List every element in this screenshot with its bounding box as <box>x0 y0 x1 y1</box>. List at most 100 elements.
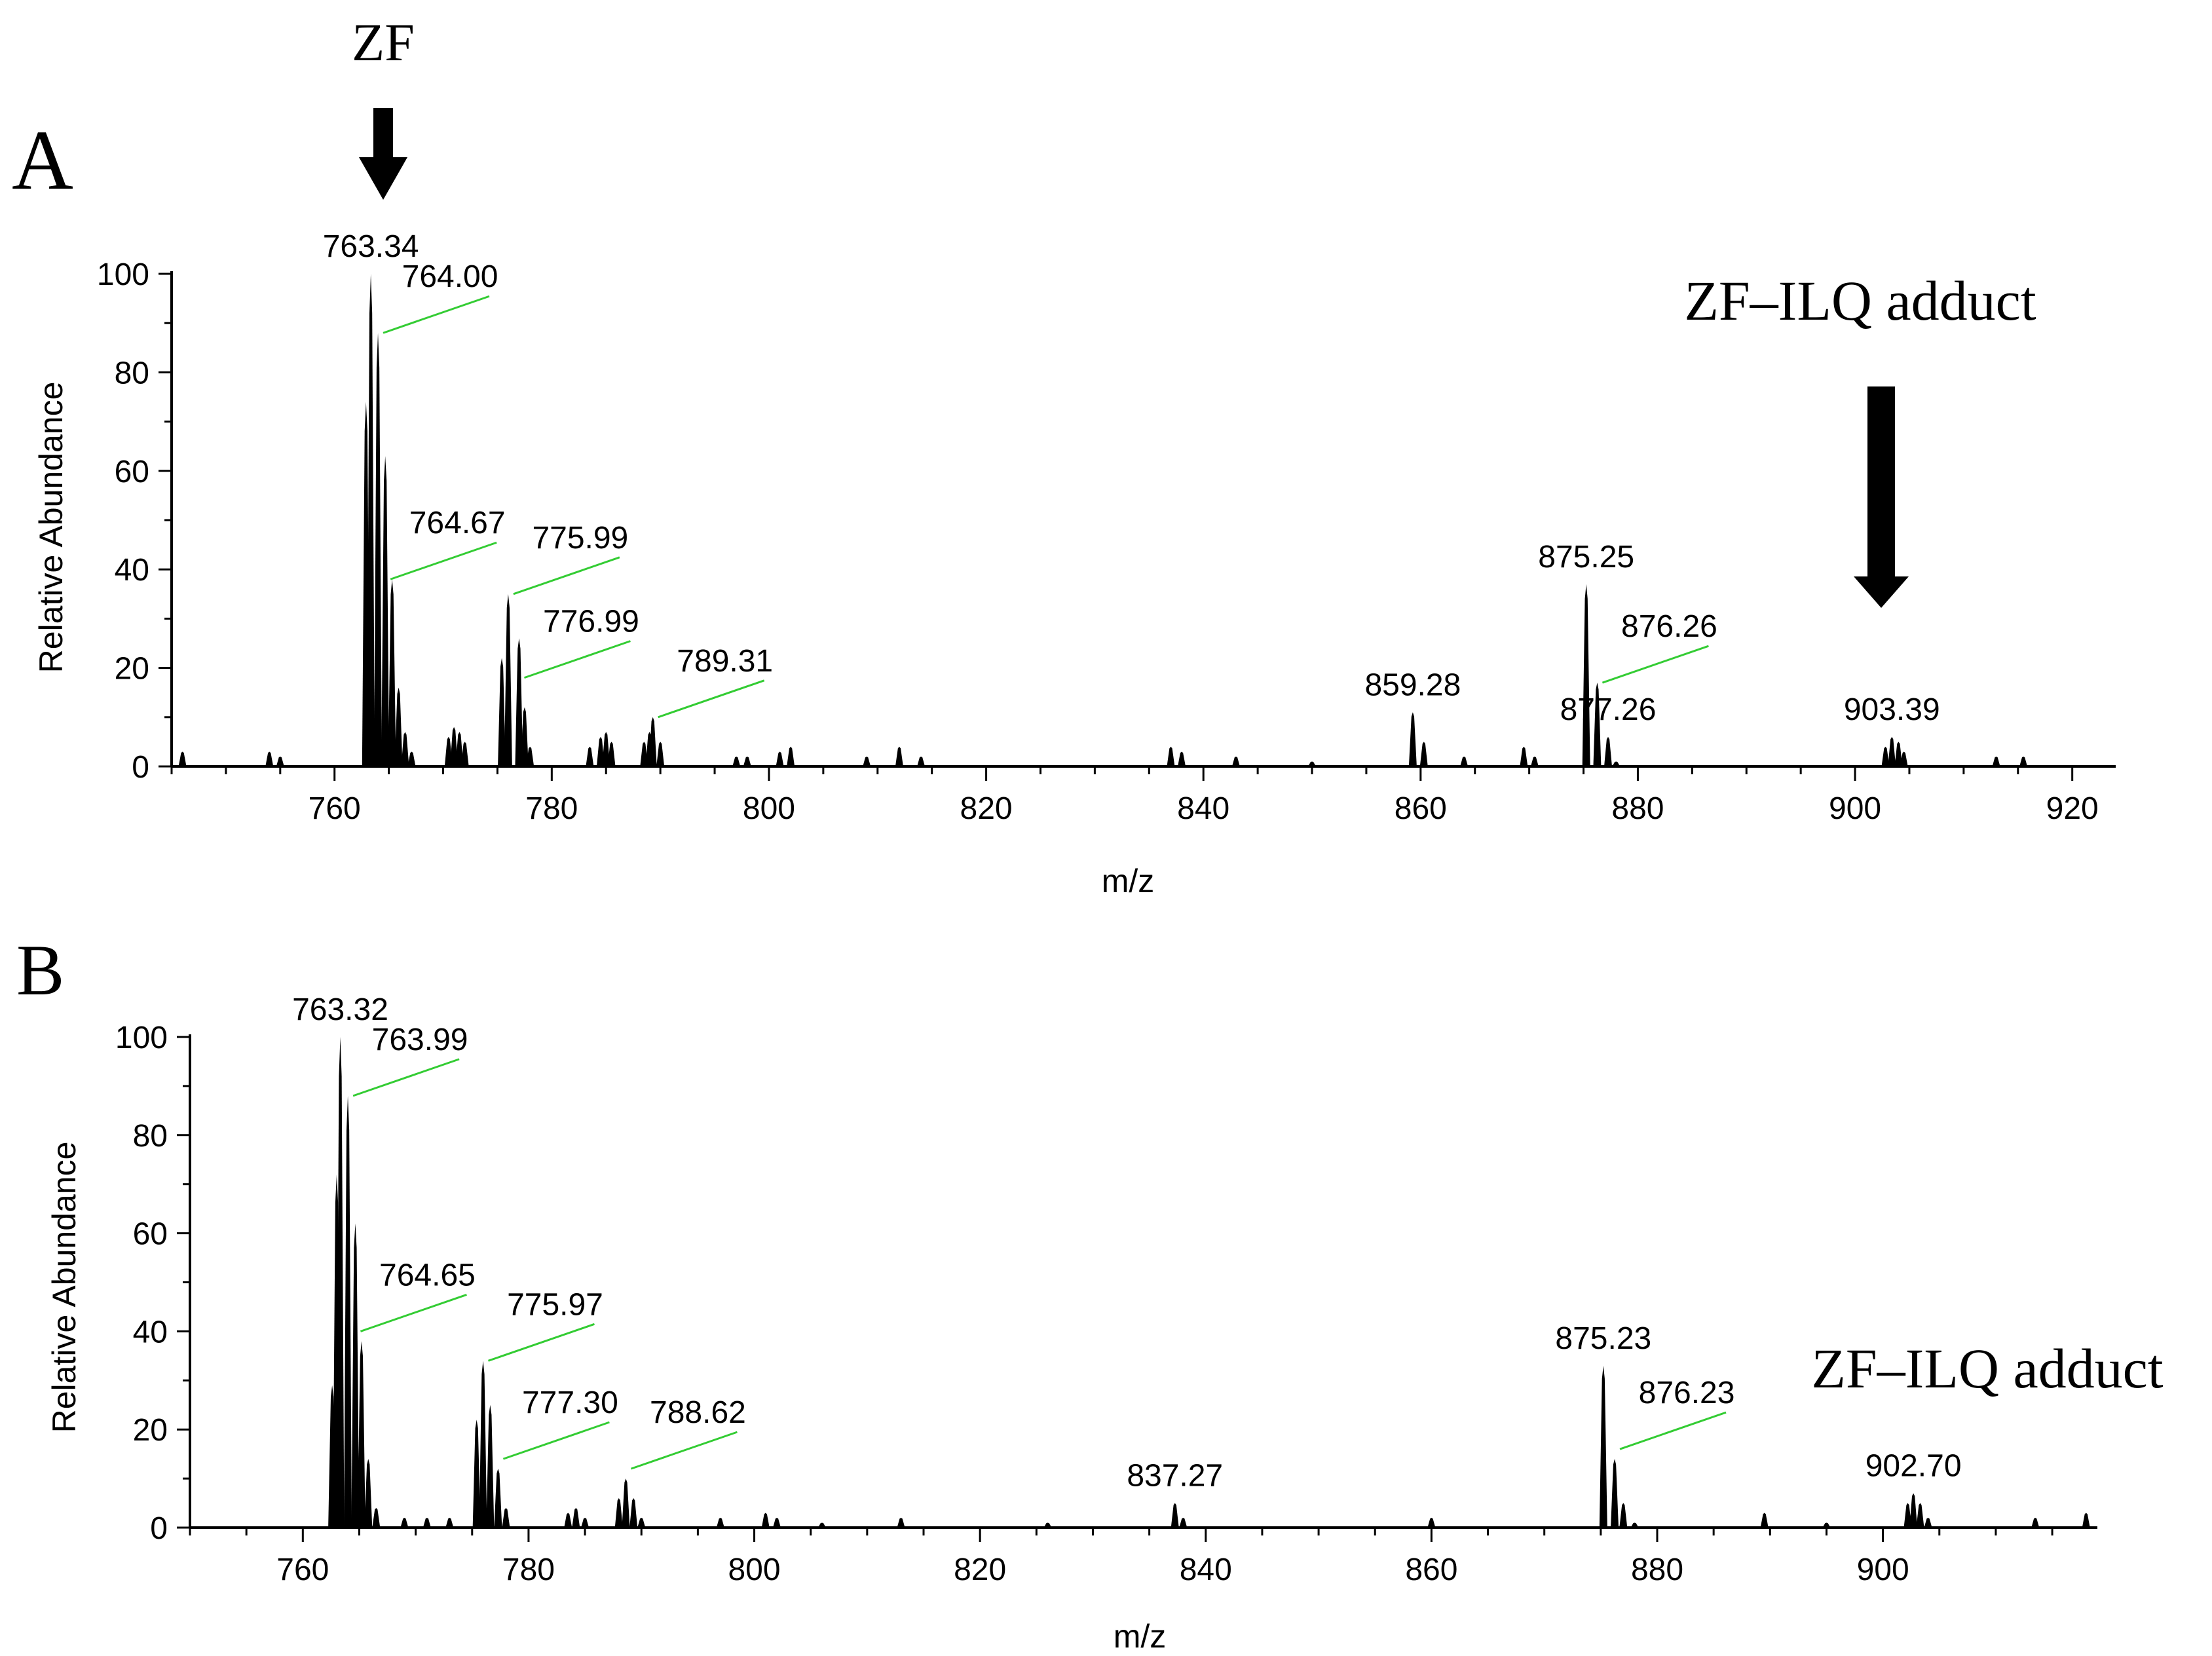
panel-a-peak <box>732 756 741 766</box>
panel-a-peak <box>1881 746 1890 766</box>
panel-b-y-tick-label: 40 <box>133 1315 168 1349</box>
panel-a-peak <box>787 746 795 766</box>
panel-a-leaders <box>383 295 1709 719</box>
panel-b-peak <box>2082 1513 2090 1528</box>
panel-b-x-tick-label: 900 <box>1857 1553 1909 1587</box>
panel-a-leader-line <box>658 679 765 719</box>
panel-a-x-tick-label: 780 <box>525 791 578 826</box>
panel-b-peak-label: 777.30 <box>522 1385 618 1420</box>
panel-a-peak <box>178 751 187 766</box>
panel-a-peak <box>743 756 751 766</box>
panel-a-ticks: 760 780 800 820 840 860 880 900 920 0 20 40 60 80 100 <box>97 257 2099 826</box>
panel-b-peak <box>1171 1503 1179 1528</box>
panel-a-x-tick-label: 840 <box>1177 791 1229 826</box>
panel-a-y-tick-label: 20 <box>115 652 149 687</box>
panel-a-peak <box>1530 756 1539 766</box>
panel-b-spectrum: 760 780 800 820 840 860 880 900 0 20 40 60 80 100 763… <box>46 992 2097 1655</box>
panel-b-peak <box>422 1518 431 1528</box>
panel-b-x-tick-label: 760 <box>276 1553 329 1587</box>
panel-b-peak-label: 763.32 <box>292 992 388 1027</box>
panel-b-x-tick-label: 860 <box>1405 1553 1457 1587</box>
panel-a-x-tick-label: 800 <box>743 791 795 826</box>
zf-arrow-icon <box>359 108 407 200</box>
panel-b-peak-label: 875.23 <box>1555 1321 1651 1356</box>
panel-b-peak <box>364 1459 373 1528</box>
panel-b-peak <box>1924 1518 1932 1528</box>
panel-a-peak-label: 875.25 <box>1538 540 1634 574</box>
panel-b-y-tick-label: 100 <box>115 1021 168 1055</box>
panel-a-leader-line <box>1602 645 1709 684</box>
panel-a-peak <box>374 333 383 766</box>
panel-a-y-tick-label: 80 <box>115 356 149 390</box>
panel-b-peak <box>1909 1493 1918 1528</box>
panel-b-x-axis-label: m/z <box>1114 1618 1167 1655</box>
panel-b-y-tick-label: 60 <box>133 1217 168 1252</box>
panel-a-peak <box>917 756 926 766</box>
panel-a-peak <box>863 756 871 766</box>
panel-b-peak <box>351 1223 360 1528</box>
panel-a-peak-label: 903.39 <box>1844 692 1940 727</box>
panel-a-peak-label: 859.28 <box>1364 668 1461 702</box>
panel-a-peak-label: 763.34 <box>323 229 419 264</box>
panel-b-peak-label: 775.97 <box>507 1287 603 1322</box>
panel-a-y-tick-label: 40 <box>115 553 149 588</box>
panel-b-x-tick-label: 840 <box>1180 1553 1232 1587</box>
panel-a-peak <box>265 751 274 766</box>
panel-b-peak <box>400 1518 409 1528</box>
panel-a-spectrum: 760 780 800 820 840 860 880 900 920020406080100 … <box>33 229 2116 899</box>
panel-b-x-tick-label: 880 <box>1631 1553 1683 1587</box>
panel-a-x-tick-label: 820 <box>960 791 1013 826</box>
panel-b-peak <box>1179 1518 1188 1528</box>
panel-a-peak <box>2019 756 2028 766</box>
panel-b-peaks <box>328 1037 2090 1528</box>
panel-a-peak <box>515 638 523 766</box>
panel-a-peak <box>776 751 784 766</box>
panel-b-peak-label: 764.65 <box>379 1258 476 1292</box>
panel-a-peak <box>607 742 616 766</box>
panel-a-peak <box>1460 756 1469 766</box>
panel-a-x-tick-label: 880 <box>1611 791 1664 826</box>
panel-b-peak <box>614 1498 623 1528</box>
panel-b-peak <box>761 1513 770 1528</box>
panel-a-peak-label: 876.26 <box>1621 609 1717 644</box>
panel-a-y-axis-label: Relative Abundance <box>33 382 69 673</box>
panel-b-ticks: 760 780 800 820 840 860 880 900 0 20 40 60 80 100 <box>115 1021 2053 1587</box>
panel-b-y-tick-label: 20 <box>133 1413 168 1448</box>
panel-a-x-tick-label: 900 <box>1829 791 1881 826</box>
panel-b-peak-label: 763.99 <box>372 1023 468 1057</box>
panel-b-peak <box>445 1518 454 1528</box>
panel-b-peak <box>897 1518 905 1528</box>
panel-a-peak <box>504 593 512 766</box>
panel-a-peaks <box>178 274 2028 766</box>
panel-b-peak <box>716 1518 724 1528</box>
panel-b-leader-line <box>487 1323 595 1362</box>
panel-b-leader-line <box>1619 1411 1727 1450</box>
panel-a-axes <box>170 271 2116 768</box>
panel-b-peak-label: 876.23 <box>1639 1376 1735 1410</box>
panel-b-peak <box>372 1508 381 1528</box>
panel-a-peak <box>656 742 665 766</box>
panel-a-peak <box>401 732 409 766</box>
panel-a-peak <box>388 579 396 766</box>
panel-a-peak-label: 776.99 <box>543 605 639 639</box>
panel-b-peak <box>637 1518 646 1528</box>
panel-b-peak <box>564 1513 572 1528</box>
panel-b-label: B <box>16 930 64 1010</box>
panel-b-peak <box>336 1037 345 1528</box>
panel-b-peak <box>2031 1518 2040 1528</box>
panel-a-peak <box>596 736 605 766</box>
panel-b-peak-label: 788.62 <box>650 1395 746 1430</box>
panel-a-x-tick-label: 760 <box>309 791 361 826</box>
panel-b-peak <box>344 1095 352 1528</box>
panel-a-peak-label: 775.99 <box>532 521 628 555</box>
panel-b-leader-line <box>630 1431 738 1470</box>
panel-b-peak <box>1599 1365 1607 1528</box>
adduct-label-b: ZF–ILQ adduct <box>1811 1337 2163 1400</box>
adduct-arrow-icon <box>1854 386 1909 608</box>
panel-a-peak-label: 764.00 <box>402 259 498 294</box>
panel-a-peak <box>498 658 506 766</box>
panel-b-y-tick-label: 0 <box>150 1511 168 1546</box>
panel-a-peak <box>602 732 610 766</box>
panel-a-leader-line <box>523 640 631 679</box>
